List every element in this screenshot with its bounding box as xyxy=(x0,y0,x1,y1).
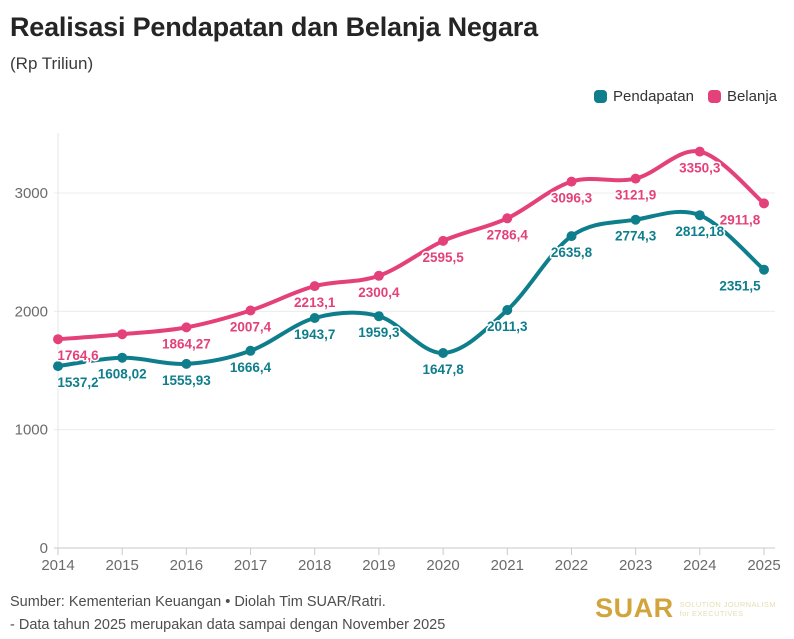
data-point-belanja xyxy=(502,213,513,224)
x-tick-label: 2022 xyxy=(555,557,588,574)
data-point-belanja xyxy=(630,173,641,184)
data-point-belanja xyxy=(373,270,384,281)
x-tick-label: 2014 xyxy=(41,557,74,574)
data-label-belanja: 1764,6 xyxy=(57,348,99,363)
chart-title: Realisasi Pendapatan dan Belanja Negara xyxy=(10,12,538,42)
x-tick-label: 2017 xyxy=(234,557,267,574)
data-point-pendapatan xyxy=(630,214,641,225)
x-tick-label: 2020 xyxy=(426,557,459,574)
data-label-pendapatan: 1537,2 xyxy=(57,375,98,390)
legend: Pendapatan Belanja xyxy=(594,88,777,105)
data-label-belanja: 3350,3 xyxy=(679,161,721,176)
x-tick-label: 2025 xyxy=(747,557,780,574)
data-label-pendapatan: 1943,7 xyxy=(294,327,335,342)
suar-logo-tagline-1: SOLUTION JOURNALISM xyxy=(679,599,776,609)
data-label-belanja: 3121,9 xyxy=(615,188,656,203)
data-point-belanja xyxy=(117,329,128,340)
data-point-pendapatan xyxy=(566,231,577,242)
x-tick-label: 2024 xyxy=(683,557,716,574)
data-point-pendapatan xyxy=(245,345,256,356)
data-point-belanja xyxy=(566,176,577,187)
data-point-pendapatan xyxy=(502,305,513,315)
data-label-belanja: 2786,4 xyxy=(487,227,529,242)
data-point-pendapatan xyxy=(53,361,63,372)
y-tick-label: 0 xyxy=(40,540,48,557)
x-tick-label: 2016 xyxy=(170,557,203,574)
footer-notes: Sumber: Kementerian Keuangan • Diolah Ti… xyxy=(10,591,445,637)
suar-logo-tagline-2: for EXECUTIVES xyxy=(679,608,744,618)
chart-subtitle: (Rp Triliun) xyxy=(10,54,94,73)
data-point-pendapatan xyxy=(694,210,705,221)
source-note: Sumber: Kementerian Keuangan • Diolah Ti… xyxy=(10,594,386,610)
data-label-pendapatan: 1647,8 xyxy=(422,362,464,377)
data-label-pendapatan: 2812,18 xyxy=(675,224,724,239)
data-label-pendapatan: 2351,5 xyxy=(719,279,761,294)
legend-item-belanja: Belanja xyxy=(707,88,777,105)
legend-item-pendapatan: Pendapatan xyxy=(594,88,694,105)
data-label-pendapatan: 1555,93 xyxy=(162,373,211,388)
x-tick-label: 2015 xyxy=(105,557,138,574)
legend-label-belanja: Belanja xyxy=(726,88,777,105)
data-label-belanja: 2911,8 xyxy=(720,212,761,227)
data-label-belanja: 2595,5 xyxy=(422,250,464,265)
x-tick-label: 2021 xyxy=(491,557,524,574)
data-point-belanja xyxy=(694,146,705,157)
data-label-pendapatan: 2635,8 xyxy=(551,245,593,260)
data-label-pendapatan: 2774,3 xyxy=(615,229,657,244)
data-point-belanja xyxy=(181,322,192,333)
legend-label-pendapatan: Pendapatan xyxy=(613,88,694,105)
y-tick-label: 3000 xyxy=(15,185,48,202)
y-tick-label: 1000 xyxy=(15,422,48,439)
data-point-belanja xyxy=(759,198,769,209)
y-tick-label: 2000 xyxy=(15,303,48,320)
data-note: - Data tahun 2025 merupakan data sampai … xyxy=(10,617,446,633)
data-point-belanja xyxy=(438,235,449,246)
data-point-pendapatan xyxy=(309,313,320,323)
data-label-belanja: 2007,4 xyxy=(230,320,272,335)
data-point-pendapatan xyxy=(438,348,449,358)
x-tick-label: 2023 xyxy=(619,557,652,574)
data-label-pendapatan: 1608,02 xyxy=(98,367,147,382)
data-point-pendapatan xyxy=(373,311,384,322)
suar-logo-tagline: SOLUTION JOURNALISM for EXECUTIVES xyxy=(680,600,776,618)
data-label-pendapatan: 1959,3 xyxy=(358,325,400,340)
data-label-pendapatan: 2011,3 xyxy=(487,319,528,334)
line-chart: 0 1000 2000 3000 2014 2015 2016 2017 2018 2019 202… xyxy=(15,133,781,574)
suar-logo: SUAR SOLUTION JOURNALISM for EXECUTIVES xyxy=(595,593,776,624)
data-point-pendapatan xyxy=(759,264,769,275)
data-label-pendapatan: 1666,4 xyxy=(230,360,272,375)
data-label-belanja: 1864,27 xyxy=(162,336,211,351)
legend-swatch-pendapatan-icon xyxy=(594,90,608,103)
data-point-pendapatan xyxy=(117,352,128,363)
data-point-belanja xyxy=(53,334,63,345)
data-label-belanja: 2300,4 xyxy=(358,285,400,300)
data-label-belanja: 2213,1 xyxy=(294,295,336,310)
data-point-belanja xyxy=(245,305,256,316)
x-tick-label: 2018 xyxy=(298,557,331,574)
data-point-pendapatan xyxy=(181,358,192,369)
data-point-belanja xyxy=(309,281,320,292)
x-tick-label: 2019 xyxy=(362,557,395,574)
data-label-belanja: 3096,3 xyxy=(551,191,593,206)
legend-swatch-belanja-icon xyxy=(707,90,721,103)
suar-logo-text: SUAR xyxy=(595,593,674,623)
